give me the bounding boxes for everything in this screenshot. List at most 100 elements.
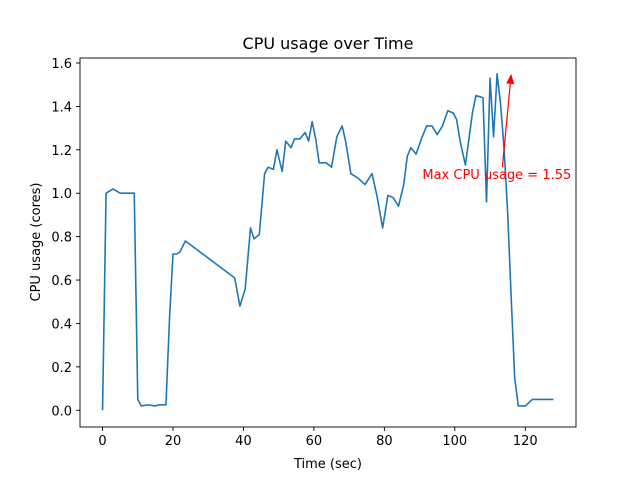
data-point [442,125,444,127]
data-point [350,173,352,175]
data-point [382,227,384,229]
max-usage-annotation: Max CPU usage = 1.55 [422,73,571,183]
data-point [250,227,252,229]
data-point [532,399,534,401]
data-point [421,138,423,140]
x-axis-label: Time (sec) [293,457,362,472]
data-point [239,305,241,307]
plot-area [79,57,577,428]
data-point [398,205,400,207]
data-point [253,238,255,240]
data-point [392,197,394,199]
data-point [304,132,306,134]
data-point [452,112,454,114]
data-point [234,277,236,279]
y-tick-label: 1.4 [51,100,72,115]
data-point [311,121,313,123]
data-point [325,162,327,164]
data-point [158,404,160,406]
data-point [273,169,275,171]
data-point [315,138,317,140]
data-point [331,166,333,168]
data-point [322,162,324,164]
y-tick-label: 1.0 [51,187,72,202]
data-point [105,192,107,194]
data-point [148,404,150,406]
annotation-arrow-head [506,73,515,85]
data-point [456,119,458,121]
data-point [341,125,343,127]
data-point [165,404,167,406]
x-tick-label: 0 [98,434,106,449]
data-point [172,253,174,255]
data-point [510,297,512,299]
data-point [137,399,139,401]
data-point [387,195,389,197]
data-point [112,188,114,190]
data-point [155,405,157,407]
axes-frame [79,57,577,428]
data-point [244,288,246,290]
y-tick-label: 0.4 [51,317,72,332]
data-point [179,251,181,253]
data-point [403,184,405,186]
chart-title: CPU usage over Time [243,34,414,53]
x-tick-label: 20 [165,434,182,449]
data-point [345,140,347,142]
data-point [406,156,408,158]
data-point [133,192,135,194]
x-tick-label: 40 [235,434,252,449]
data-point [475,95,477,97]
data-point [308,140,310,142]
data-point [447,110,449,112]
data-point [185,240,187,242]
data-point [465,164,467,166]
data-point [524,405,526,407]
data-point [415,153,417,155]
y-tick-label: 1.6 [51,57,72,72]
data-point [472,112,474,114]
data-point [259,234,261,236]
data-point [436,134,438,136]
data-point [119,192,121,194]
annotation-arrow-line [501,83,511,168]
data-point [459,140,461,142]
data-point [318,162,320,164]
x-tick-label: 100 [442,434,467,449]
y-axis: 0.0 0.2 0.4 0.6 0.8 1.0 1.2 1.4 1.6 [51,57,80,419]
data-point [336,136,338,138]
data-point [267,166,269,168]
data-point [357,177,359,179]
data-point [169,318,171,320]
data-point [264,173,266,175]
data-point [493,136,495,138]
data-point [410,147,412,149]
annotation-text: Max CPU usage = 1.55 [422,168,571,183]
data-point [141,405,143,407]
x-axis: 0 20 40 60 80 100 120 [98,427,538,449]
data-point [549,399,551,401]
y-tick-label: 0.2 [51,361,72,376]
x-tick-label: 60 [306,434,323,449]
data-point [290,147,292,149]
x-tick-label: 120 [513,434,538,449]
data-point [371,173,373,175]
data-point [176,253,178,255]
data-point [426,125,428,127]
data-point [299,138,301,140]
data-point [281,171,283,173]
y-tick-label: 0.0 [51,404,72,419]
data-point [514,377,516,379]
data-point [431,125,433,127]
data-point [553,399,555,401]
data-point [482,97,484,99]
data-point [539,399,541,401]
y-tick-label: 0.6 [51,274,72,289]
data-point [294,138,296,140]
data-point [285,140,287,142]
y-tick-label: 0.8 [51,231,72,246]
data-point [364,184,366,186]
x-tick-label: 80 [376,434,393,449]
